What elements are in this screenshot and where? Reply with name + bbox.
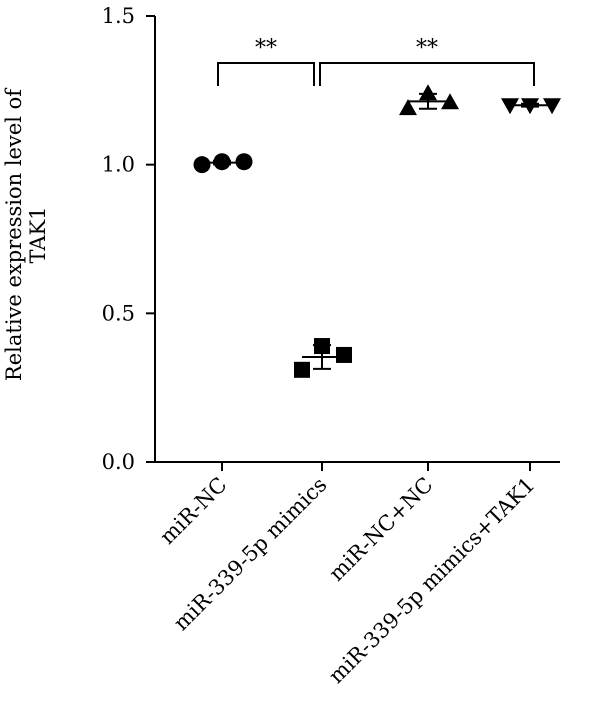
axes bbox=[154, 16, 560, 463]
data-point-square bbox=[314, 338, 330, 355]
x-tick-label: miR-339-5p mimics+TAK1 bbox=[324, 473, 539, 688]
significance-label: ** bbox=[416, 36, 438, 61]
y-axis-label-line-1: Relative expression level of bbox=[2, 87, 26, 381]
data-point-circle bbox=[235, 153, 253, 171]
data-point-triangle-down bbox=[521, 98, 539, 115]
y-tick-label: 1.5 bbox=[102, 4, 135, 28]
error-bars bbox=[202, 92, 550, 370]
significance-bracket bbox=[217, 62, 315, 86]
data-point-triangle-down bbox=[501, 98, 519, 115]
y-tick-label: 1.0 bbox=[102, 153, 135, 177]
x-tick-label: miR-NC bbox=[155, 473, 231, 549]
significance-label: ** bbox=[255, 36, 277, 61]
data-point-triangle-down bbox=[543, 98, 561, 115]
data-point-square bbox=[294, 361, 310, 378]
significance-brackets: ** ** bbox=[217, 36, 535, 86]
significance-bracket bbox=[319, 62, 535, 86]
data-point-square bbox=[336, 346, 352, 363]
data-point-circle bbox=[213, 153, 231, 171]
y-ticks: 0.0 0.5 1.0 1.5 bbox=[102, 4, 155, 474]
data-points bbox=[193, 84, 561, 378]
data-point-circle bbox=[193, 156, 211, 174]
y-axis-label-line-2: TAK1 bbox=[26, 206, 50, 263]
x-tick-label: miR-NC+NC bbox=[324, 473, 437, 586]
y-tick-label: 0.0 bbox=[102, 450, 135, 474]
y-tick-label: 0.5 bbox=[102, 301, 135, 325]
data-point-triangle-up bbox=[419, 84, 437, 101]
data-point-triangle-up bbox=[441, 93, 459, 110]
y-axis-label: Relative expression level of TAK1 bbox=[2, 87, 50, 381]
data-point-triangle-up bbox=[399, 99, 417, 116]
